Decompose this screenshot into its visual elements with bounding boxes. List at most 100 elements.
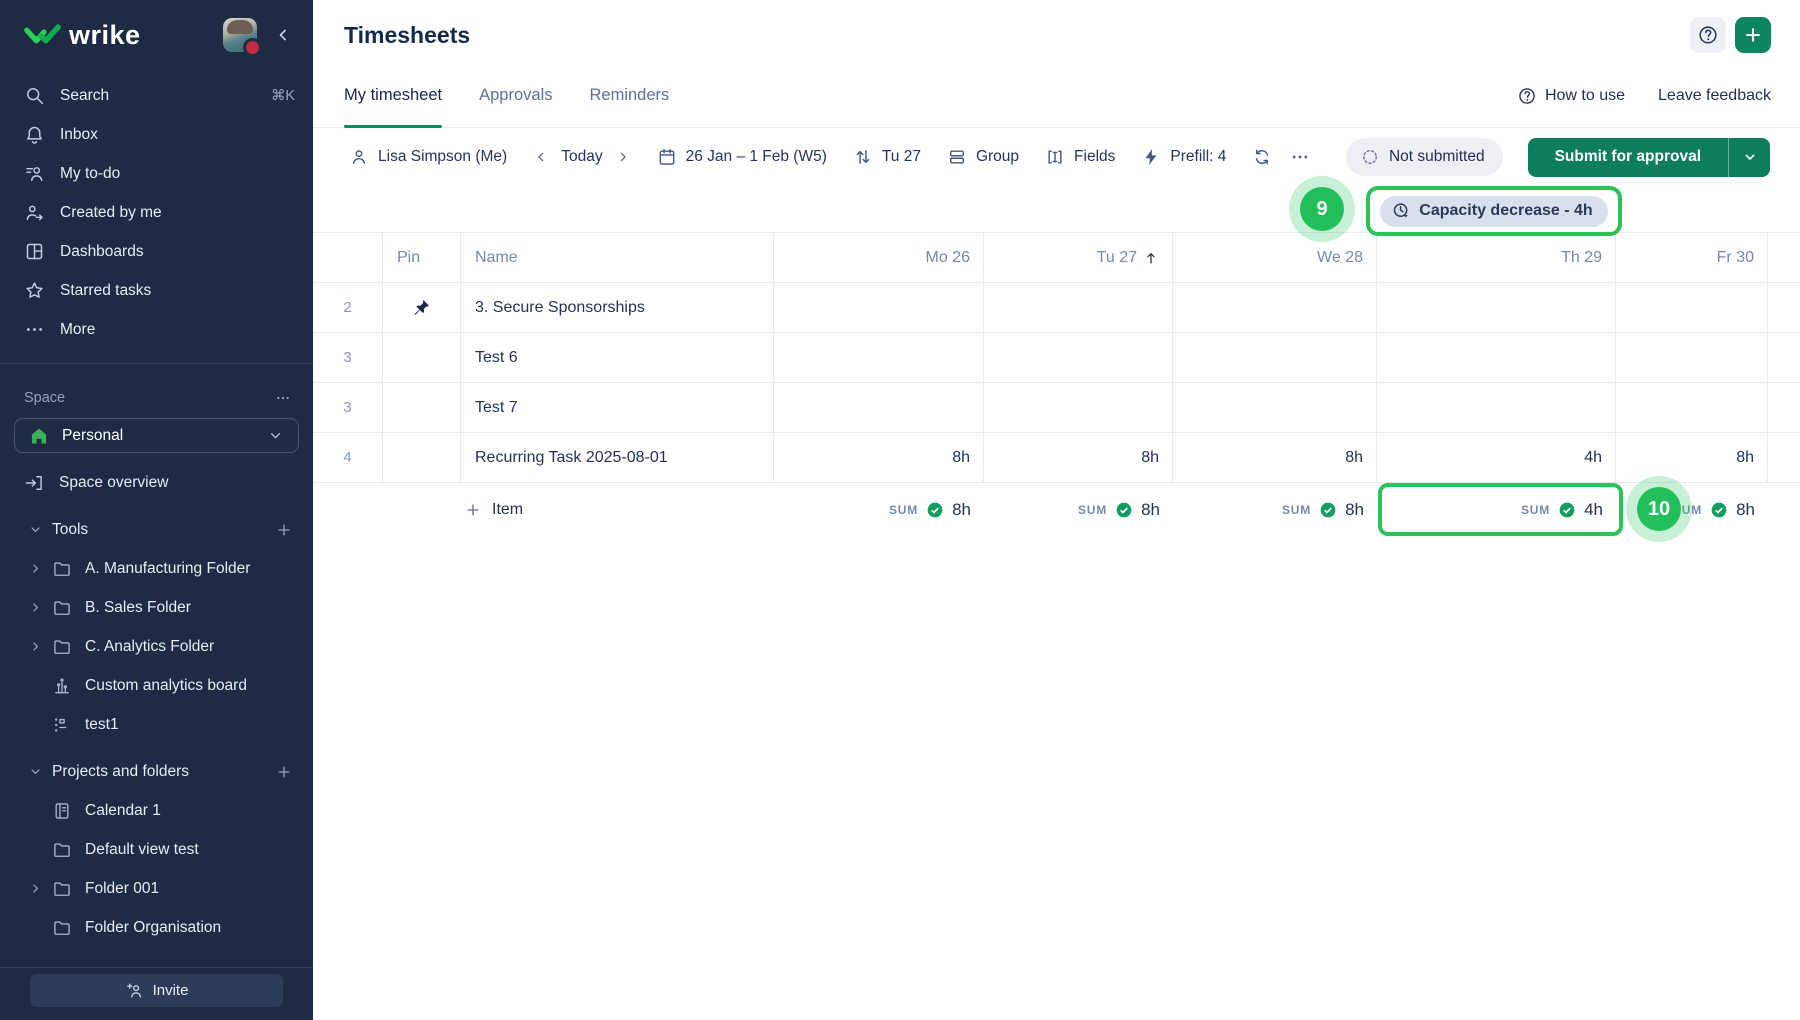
hour-cell-tu-27[interactable]	[984, 283, 1173, 333]
date-range-picker[interactable]: 26 Jan – 1 Feb (W5)	[657, 147, 827, 167]
hour-cell-tu-27[interactable]	[984, 333, 1173, 383]
sidebar-nav: Search ⌘K Inbox My to-do Created by me Dashbo…	[0, 76, 313, 349]
sidebar: wrike Search ⌘K Inbox My to-do Created by me…	[0, 0, 313, 1020]
tab-my-timesheet[interactable]: My timesheet	[344, 64, 443, 128]
sidebar-item-search[interactable]: Search ⌘K	[0, 76, 313, 115]
today-button[interactable]: Today	[561, 148, 603, 165]
tab-bar-links: How to use Leave feedback	[1517, 64, 1771, 127]
space-selector[interactable]: Personal	[14, 418, 299, 453]
pin-cell[interactable]	[383, 283, 461, 333]
help-circle-icon	[1517, 86, 1537, 106]
folder-icon	[52, 598, 72, 618]
sidebar-item-b-sales-folder[interactable]: B. Sales Folder	[0, 588, 313, 627]
invite-button[interactable]: Invite	[30, 974, 283, 1007]
user-filter[interactable]: Lisa Simpson (Me)	[349, 147, 507, 167]
sidebar-item-more[interactable]: More	[0, 310, 313, 349]
add-item-button[interactable]: Item	[313, 483, 774, 537]
sidebar-item-c-analytics-folder[interactable]: C. Analytics Folder	[0, 627, 313, 666]
sidebar-collapse-button[interactable]	[271, 23, 295, 47]
hour-cell-we-28[interactable]	[1173, 333, 1377, 383]
hour-cell-we-28[interactable]	[1173, 383, 1377, 433]
prefill-control[interactable]: Prefill: 4	[1141, 147, 1226, 167]
sidebar-item-folder-organisation[interactable]: Folder Organisation	[0, 908, 313, 947]
sidebar-item-calendar-1[interactable]: Calendar 1	[0, 791, 313, 830]
sidebar-item-space-overview[interactable]: Space overview	[0, 463, 313, 502]
submit-for-approval-button[interactable]: Submit for approval	[1527, 137, 1728, 177]
sidebar-item-custom-analytics-board[interactable]: Custom analytics board	[0, 666, 313, 705]
group-control[interactable]: Group	[947, 147, 1019, 167]
help-button[interactable]	[1690, 17, 1726, 53]
tab-bar: My timesheet Approvals Reminders How to …	[313, 64, 1800, 128]
sidebar-item-inbox[interactable]: Inbox	[0, 115, 313, 154]
wrike-logo[interactable]: wrike	[24, 20, 223, 51]
hour-cell-tu-27[interactable]	[984, 383, 1173, 433]
hour-cell-fr-30[interactable]	[1616, 333, 1768, 383]
pin-cell[interactable]	[383, 433, 461, 483]
star-icon	[24, 280, 45, 301]
task-name-cell[interactable]: Recurring Task 2025-08-01	[461, 433, 774, 483]
task-name-cell[interactable]: 3. Secure Sponsorships	[461, 283, 774, 333]
hour-cell-mo-26[interactable]	[774, 383, 984, 433]
hour-cell-fr-30[interactable]	[1616, 383, 1768, 433]
chevron-right-icon[interactable]	[28, 561, 43, 576]
chevron-right-icon[interactable]	[28, 639, 43, 654]
pin-cell[interactable]	[383, 383, 461, 433]
hour-cell-fr-30[interactable]	[1616, 283, 1768, 333]
space-more-icon[interactable]	[273, 390, 293, 406]
col-header-th-29[interactable]: Th 29	[1377, 233, 1616, 283]
sidebar-item-my-to-do[interactable]: My to-do	[0, 154, 313, 193]
refresh-button[interactable]	[1252, 147, 1272, 167]
status-badge[interactable]: Not submitted	[1345, 138, 1503, 176]
row-number: 4	[313, 433, 383, 483]
tab-reminders[interactable]: Reminders	[589, 86, 670, 104]
hour-cell-th-29[interactable]	[1377, 283, 1616, 333]
create-new-button[interactable]	[1735, 17, 1771, 53]
chevron-right-icon[interactable]	[28, 881, 43, 896]
hour-cell-mo-26[interactable]	[774, 333, 984, 383]
sidebar-item-test1[interactable]: test1	[0, 705, 313, 744]
hour-cell-fr-30[interactable]: 8h	[1616, 433, 1768, 483]
task-name-cell[interactable]: Test 6	[461, 333, 774, 383]
sidebar-item-a-manufacturing-folder[interactable]: A. Manufacturing Folder	[0, 549, 313, 588]
task-name-cell[interactable]: Test 7	[461, 383, 774, 433]
add-icon[interactable]	[275, 763, 293, 781]
user-avatar[interactable]	[223, 18, 262, 57]
how-to-use-link[interactable]: How to use	[1517, 86, 1625, 106]
sum-cell-tu-27: SUM 8h	[1078, 500, 1160, 519]
sidebar-item-folder-001[interactable]: Folder 001	[0, 869, 313, 908]
col-header-we-28[interactable]: We 28	[1173, 233, 1377, 283]
add-icon[interactable]	[275, 521, 293, 539]
capacity-decrease-chip[interactable]: Capacity decrease - 4h	[1380, 195, 1608, 227]
hour-cell-we-28[interactable]: 8h	[1173, 433, 1377, 483]
col-header-fr-30[interactable]: Fr 30	[1616, 233, 1768, 283]
hour-cell-we-28[interactable]	[1173, 283, 1377, 333]
row-number: 2	[313, 283, 383, 333]
fields-control[interactable]: Fields	[1045, 147, 1115, 167]
submit-dropdown-button[interactable]	[1728, 137, 1770, 177]
hour-cell-th-29[interactable]: 4h	[1377, 433, 1616, 483]
leave-feedback-link[interactable]: Leave feedback	[1658, 86, 1771, 104]
prev-week-button[interactable]	[533, 149, 549, 165]
hour-cell-tu-27[interactable]: 8h	[984, 433, 1173, 483]
toolbar-more-button[interactable]	[1290, 147, 1310, 167]
tools-section-header[interactable]: Tools	[0, 510, 313, 549]
hour-cell-th-29[interactable]	[1377, 333, 1616, 383]
pin-cell[interactable]	[383, 333, 461, 383]
next-week-button[interactable]	[615, 149, 631, 165]
sidebar-item-created-by-me[interactable]: Created by me	[0, 193, 313, 232]
hour-cell-th-29[interactable]	[1377, 383, 1616, 433]
sidebar-item-starred-tasks[interactable]: Starred tasks	[0, 271, 313, 310]
tab-approvals[interactable]: Approvals	[479, 86, 553, 104]
folder-icon	[52, 559, 72, 579]
chevron-right-icon[interactable]	[28, 600, 43, 615]
sidebar-item-default-view-test[interactable]: Default view test	[0, 830, 313, 869]
hour-cell-mo-26[interactable]: 8h	[774, 433, 984, 483]
sidebar-item-dashboards[interactable]: Dashboards	[0, 232, 313, 271]
col-header-tu-27[interactable]: Tu 27	[984, 233, 1173, 283]
main-content: Timesheets My timesheet Approvals Remind…	[313, 0, 1800, 1020]
projects-section-header[interactable]: Projects and folders	[0, 752, 313, 791]
hour-cell-mo-26[interactable]	[774, 283, 984, 333]
col-header-mo-26[interactable]: Mo 26	[774, 233, 984, 283]
sort-control[interactable]: Tu 27	[853, 147, 921, 167]
